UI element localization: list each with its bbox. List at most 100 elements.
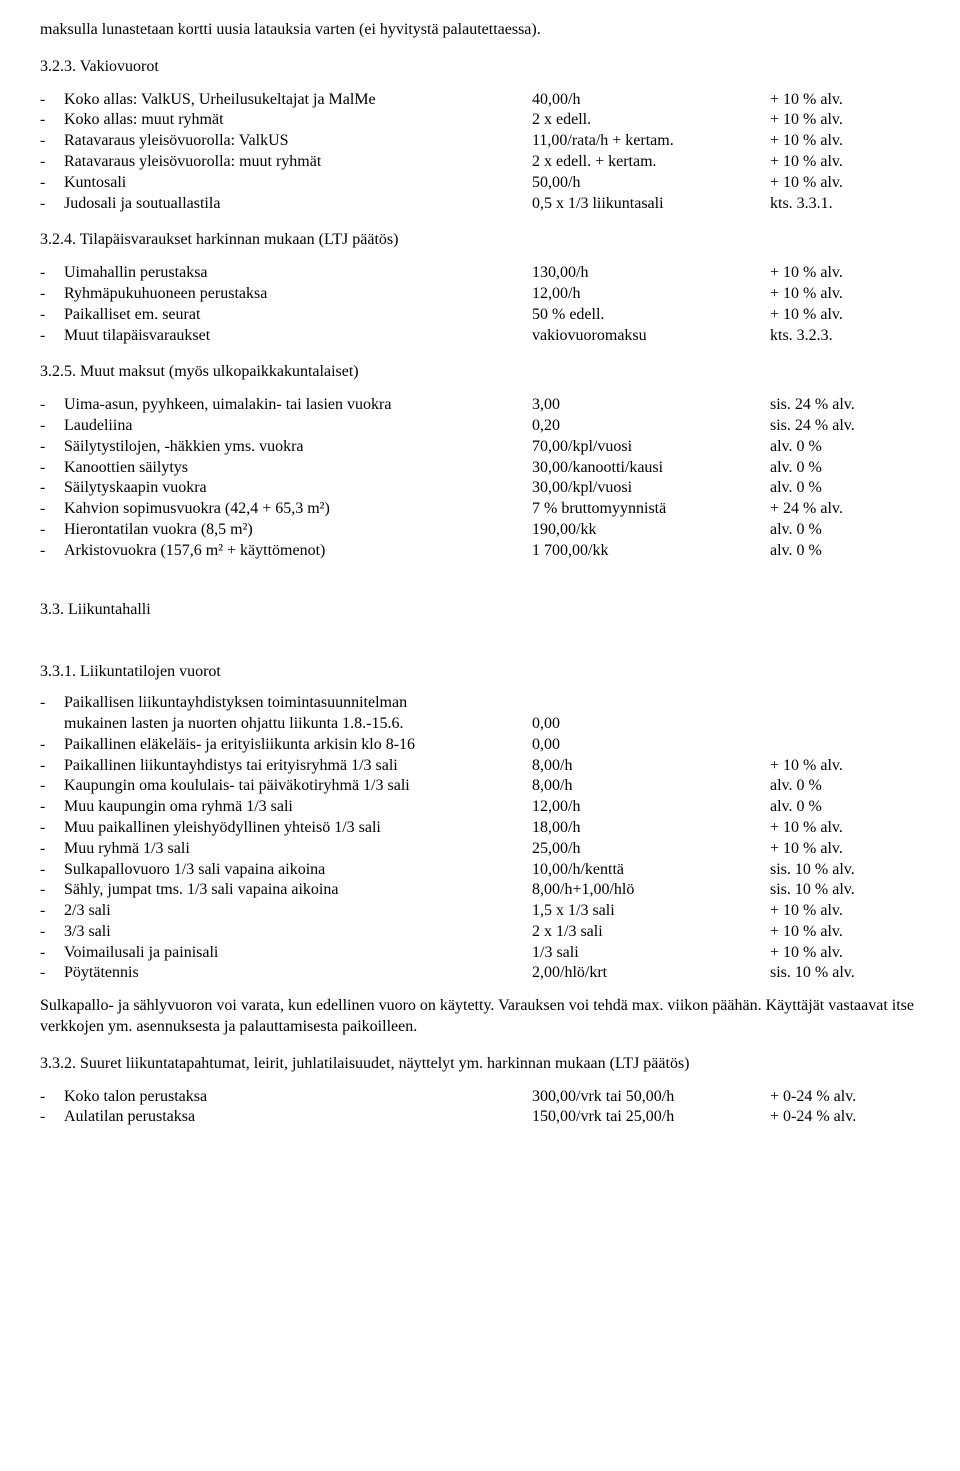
price-label: Koko allas: muut ryhmät — [64, 110, 532, 131]
price-label: Kahvion sopimusvuokra (42,4 + 65,3 m²) — [64, 499, 532, 520]
price-value: 50 % edell. — [532, 305, 770, 326]
price-value: 190,00/kk — [532, 520, 770, 541]
section-3-3-2-rows: -Koko talon perustaksa300,00/vrk tai 50,… — [40, 1087, 920, 1129]
dash-icon: - — [40, 880, 64, 901]
dash-icon: - — [40, 860, 64, 881]
dash-icon: - — [40, 1087, 64, 1108]
price-value: 50,00/h — [532, 173, 770, 194]
price-row: -Ratavaraus yleisövuorolla: muut ryhmät2… — [40, 152, 920, 173]
price-label: Hierontatilan vuokra (8,5 m²) — [64, 520, 532, 541]
price-label: Sähly, jumpat tms. 1/3 sali vapaina aiko… — [64, 880, 532, 901]
dash-icon: - — [40, 756, 64, 777]
dash-icon: - — [40, 499, 64, 520]
price-label: mukainen lasten ja nuorten ohjattu liiku… — [64, 714, 532, 735]
price-tax: + 24 % alv. — [770, 499, 920, 520]
section-3-2-5-title: 3.2.5. Muut maksut (myös ulkopaikkakunta… — [40, 362, 920, 383]
section-3-2-4-title: 3.2.4. Tilapäisvaraukset harkinnan mukaa… — [40, 230, 920, 251]
price-tax: kts. 3.2.3. — [770, 326, 920, 347]
section-3-3-1-note: Sulkapallo- ja sählyvuoron voi varata, k… — [40, 996, 920, 1038]
price-row: -Muut tilapäisvarauksetvakiovuoromaksukt… — [40, 326, 920, 347]
price-tax: alv. 0 % — [770, 520, 920, 541]
price-row: -Paikallinen liikuntayhdistys tai erityi… — [40, 756, 920, 777]
price-tax: + 10 % alv. — [770, 922, 920, 943]
section-3-3-1-intro: - Paikallisen liikuntayhdistyksen toimin… — [40, 693, 920, 735]
price-row: -Sulkapallovuoro 1/3 sali vapaina aikoin… — [40, 860, 920, 881]
price-value: 10,00/h/kenttä — [532, 860, 770, 881]
price-tax: alv. 0 % — [770, 458, 920, 479]
dash-icon: - — [40, 943, 64, 964]
section-3-2-3-rows: -Koko allas: ValkUS, Urheilusukeltajat j… — [40, 90, 920, 215]
price-row: -Aulatilan perustaksa150,00/vrk tai 25,0… — [40, 1107, 920, 1128]
price-row: -Judosali ja soutuallastila0,5 x 1/3 lii… — [40, 194, 920, 215]
price-label: Paikallinen liikuntayhdistys tai erityis… — [64, 756, 532, 777]
price-value: 300,00/vrk tai 50,00/h — [532, 1087, 770, 1108]
dash-icon: - — [40, 797, 64, 818]
section-3-3-title: 3.3. Liikuntahalli — [40, 600, 920, 621]
price-label: Pöytätennis — [64, 963, 532, 984]
price-tax: + 10 % alv. — [770, 131, 920, 152]
price-tax: + 10 % alv. — [770, 943, 920, 964]
section-3-3-1-title: 3.3.1. Liikuntatilojen vuorot — [40, 662, 920, 683]
price-label: Paikallinen eläkeläis- ja erityisliikunt… — [64, 735, 532, 756]
price-row: -Kanoottien säilytys30,00/kanootti/kausi… — [40, 458, 920, 479]
price-label: Koko allas: ValkUS, Urheilusukeltajat ja… — [64, 90, 532, 111]
price-value: 3,00 — [532, 395, 770, 416]
price-row: -Ryhmäpukuhuoneen perustaksa12,00/h+ 10 … — [40, 284, 920, 305]
price-row: -Kuntosali50,00/h+ 10 % alv. — [40, 173, 920, 194]
price-tax: + 10 % alv. — [770, 305, 920, 326]
price-row: -3/3 sali2 x 1/3 sali+ 10 % alv. — [40, 922, 920, 943]
dash-icon: - — [40, 818, 64, 839]
dash-icon: - — [40, 263, 64, 284]
price-label: Muu kaupungin oma ryhmä 1/3 sali — [64, 797, 532, 818]
price-tax: + 10 % alv. — [770, 152, 920, 173]
price-label: Kuntosali — [64, 173, 532, 194]
dash-icon: - — [40, 110, 64, 131]
price-value: 150,00/vrk tai 25,00/h — [532, 1107, 770, 1128]
price-value: 25,00/h — [532, 839, 770, 860]
price-value: 40,00/h — [532, 90, 770, 111]
price-row: -Paikallinen eläkeläis- ja erityisliikun… — [40, 735, 920, 756]
price-row: -Hierontatilan vuokra (8,5 m²)190,00/kka… — [40, 520, 920, 541]
price-tax: sis. 24 % alv. — [770, 395, 920, 416]
price-row: -Koko allas: ValkUS, Urheilusukeltajat j… — [40, 90, 920, 111]
price-tax: + 10 % alv. — [770, 173, 920, 194]
price-row: -Voimailusali ja painisali1/3 sali+ 10 %… — [40, 943, 920, 964]
price-tax: + 10 % alv. — [770, 818, 920, 839]
price-tax: sis. 24 % alv. — [770, 416, 920, 437]
price-tax: alv. 0 % — [770, 797, 920, 818]
price-row: -Säilytystilojen, -häkkien yms. vuokra70… — [40, 437, 920, 458]
price-tax: + 10 % alv. — [770, 110, 920, 131]
price-tax: + 10 % alv. — [770, 839, 920, 860]
price-value: 130,00/h — [532, 263, 770, 284]
price-row: -Laudeliina0,20sis. 24 % alv. — [40, 416, 920, 437]
price-tax: sis. 10 % alv. — [770, 963, 920, 984]
price-row: -Uima-asun, pyyhkeen, uimalakin- tai las… — [40, 395, 920, 416]
dash-icon: - — [40, 1107, 64, 1128]
section-3-2-3-title: 3.2.3. Vakiovuorot — [40, 57, 920, 78]
dash-icon: - — [40, 194, 64, 215]
price-value: 11,00/rata/h + kertam. — [532, 131, 770, 152]
section-3-2-4-rows: -Uimahallin perustaksa130,00/h+ 10 % alv… — [40, 263, 920, 346]
price-value: 2,00/hlö/krt — [532, 963, 770, 984]
dash-icon: - — [40, 541, 64, 562]
price-label: Säilytystilojen, -häkkien yms. vuokra — [64, 437, 532, 458]
price-row: -Säilytyskaapin vuokra30,00/kpl/vuosialv… — [40, 478, 920, 499]
price-label: 2/3 sali — [64, 901, 532, 922]
price-tax: + 10 % alv. — [770, 756, 920, 777]
dash-icon: - — [40, 90, 64, 111]
price-row: -Ratavaraus yleisövuorolla: ValkUS11,00/… — [40, 131, 920, 152]
intro-paragraph: maksulla lunastetaan kortti uusia latauk… — [40, 20, 920, 41]
price-value: 2 x edell. — [532, 110, 770, 131]
price-tax: sis. 10 % alv. — [770, 880, 920, 901]
price-value: 70,00/kpl/vuosi — [532, 437, 770, 458]
price-row: -Koko allas: muut ryhmät2 x edell.+ 10 %… — [40, 110, 920, 131]
price-label: Uima-asun, pyyhkeen, uimalakin- tai lasi… — [64, 395, 532, 416]
price-label: 3/3 sali — [64, 922, 532, 943]
price-label: Aulatilan perustaksa — [64, 1107, 532, 1128]
price-label: Muu paikallinen yleishyödyllinen yhteisö… — [64, 818, 532, 839]
price-value: vakiovuoromaksu — [532, 326, 770, 347]
price-label: Koko talon perustaksa — [64, 1087, 532, 1108]
price-row: -Sähly, jumpat tms. 1/3 sali vapaina aik… — [40, 880, 920, 901]
price-row: mukainen lasten ja nuorten ohjattu liiku… — [40, 714, 920, 735]
dash-icon: - — [40, 839, 64, 860]
